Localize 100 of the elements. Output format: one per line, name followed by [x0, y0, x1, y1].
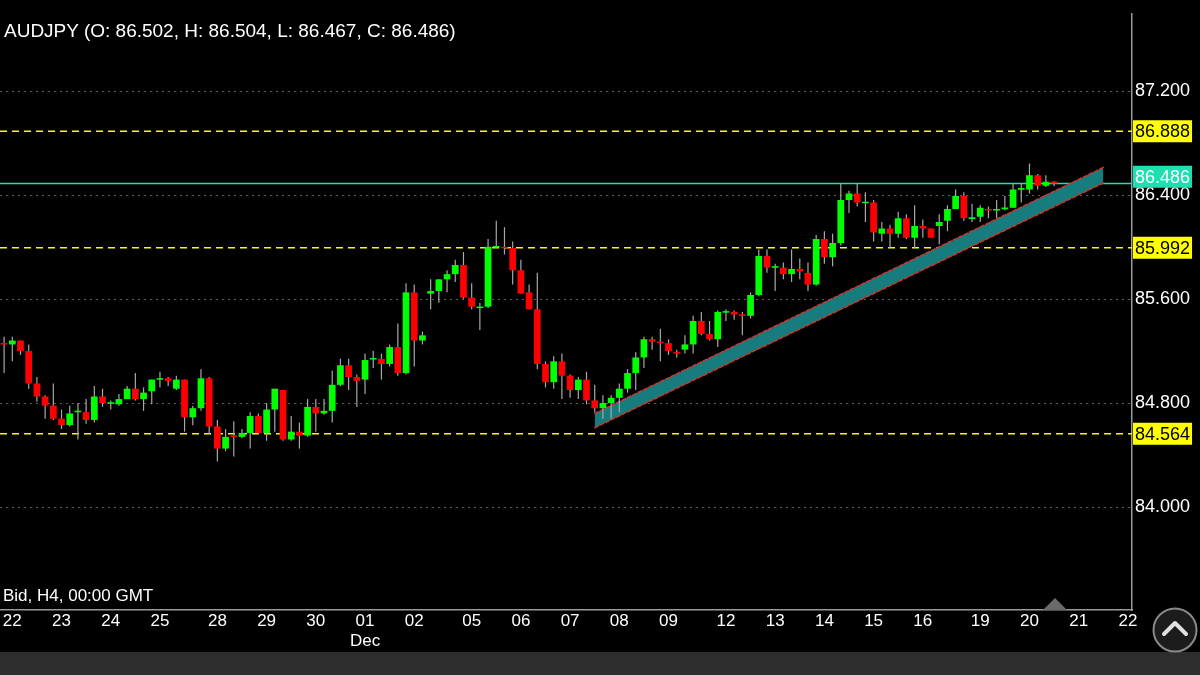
x-tick-label: 22: [1118, 610, 1138, 630]
candlestick: [230, 420, 238, 457]
candlestick: [435, 278, 443, 304]
candlestick: [624, 368, 631, 394]
candlestick: [140, 386, 147, 412]
candlestick: [353, 373, 361, 408]
x-tick-label: 15: [864, 610, 884, 630]
y-tick-label: 84.800: [1135, 391, 1191, 412]
x-tick-label: 05: [462, 610, 482, 630]
candlestick: [763, 248, 771, 274]
x-tick-label: 01 Dec: [349, 610, 381, 651]
candlestick: [648, 336, 656, 351]
x-tick-label: 19: [970, 610, 990, 630]
candlestick: [189, 405, 197, 426]
candlestick: [156, 371, 164, 388]
candlestick: [788, 248, 795, 283]
x-tick-label: 06: [511, 610, 531, 630]
candlestick: [919, 218, 927, 239]
x-tick-label: 12: [716, 610, 736, 630]
x-tick-label: 22: [2, 610, 22, 630]
x-tick-label: 02: [404, 610, 424, 630]
candlestick: [558, 352, 566, 400]
candlestick: [222, 428, 229, 452]
candlestick: [771, 263, 779, 292]
candlestick: [697, 311, 705, 336]
x-tick-label: 20: [1020, 610, 1039, 630]
candlestick: [944, 204, 951, 232]
x-tick-label: 09: [659, 610, 678, 630]
annotation: Bid, H4, 00:00 GMT: [3, 585, 154, 605]
x-tick-label: 24: [101, 610, 121, 630]
y-tick-label: 85.600: [1135, 287, 1191, 308]
candlestick: [99, 388, 106, 408]
candlestick: [706, 320, 713, 342]
candlestick: [82, 398, 90, 425]
candlestick: [131, 372, 139, 402]
x-tick-label: 25: [150, 610, 170, 630]
ref-line-label: 85.992: [1135, 237, 1191, 258]
candlestick: [214, 419, 221, 463]
candlestick: [722, 308, 730, 322]
ref-line-label: 86.486: [1135, 166, 1191, 187]
candlestick: [296, 421, 303, 450]
x-tick-label: 13: [765, 610, 785, 630]
candlestick: [829, 233, 836, 267]
x-tick-label: 28: [207, 610, 227, 630]
x-tick-label: 23: [52, 610, 71, 630]
candlestick: [747, 291, 754, 320]
candlestick: [960, 191, 968, 222]
x-tick-label: 29: [257, 610, 277, 630]
candlestick: [583, 371, 590, 405]
candlestick: [386, 343, 393, 368]
ref-line-label: 84.564: [1135, 423, 1191, 444]
x-tick-label: 14: [814, 610, 834, 630]
candlestick: [615, 382, 623, 413]
candlestick: [550, 355, 558, 390]
candlestick: [968, 203, 976, 223]
x-tick-label: 08: [609, 610, 629, 630]
candlestick: [255, 412, 262, 435]
candlestick: [542, 360, 549, 388]
x-tick-label: 30: [306, 610, 326, 630]
y-tick-label: 87.200: [1135, 79, 1191, 100]
candlestick: [468, 282, 476, 310]
chart-title: AUDJPY (O: 86.502, H: 86.504, L: 86.467, C: 86.486): [4, 20, 456, 42]
candlestick: [796, 257, 804, 280]
y-tick-label: 84.000: [1135, 496, 1191, 517]
candlestick: [378, 352, 385, 381]
candlestick: [574, 376, 582, 400]
candlestick: [935, 213, 943, 245]
candlestick: [345, 358, 352, 391]
candlestick: [853, 182, 861, 208]
candlestick: [903, 213, 910, 240]
candlestick: [361, 352, 369, 395]
candlestick: [591, 384, 599, 413]
candlestick: [845, 190, 853, 214]
candlestick: [451, 259, 459, 283]
candlestick: [246, 411, 254, 450]
candlestick: [66, 405, 74, 428]
candlestick: [509, 241, 517, 286]
candlestick: [49, 382, 57, 421]
candlestick: [632, 351, 640, 391]
candlestick: [804, 261, 812, 292]
candlestick: [878, 221, 886, 243]
candlestick: [993, 199, 1001, 219]
candlestick: [312, 398, 320, 433]
candlestick: [517, 259, 525, 295]
candlestick: [681, 334, 689, 355]
candlestick: [337, 358, 344, 387]
candlestick: [894, 211, 902, 239]
candlestick: [90, 385, 98, 424]
x-tick-label: 21: [1069, 610, 1089, 630]
candlestick: [0, 336, 8, 374]
candlestick: [148, 378, 156, 405]
x-tick-label: 07: [560, 610, 580, 630]
candlestick: [263, 402, 270, 442]
candlestick: [287, 415, 295, 442]
candlestick: [821, 230, 828, 265]
ref-line-label: 86.888: [1135, 121, 1191, 142]
candlestick: [492, 220, 500, 249]
candlestick: [238, 428, 246, 439]
x-tick-label: 16: [913, 610, 933, 630]
candlestick: [58, 408, 65, 430]
